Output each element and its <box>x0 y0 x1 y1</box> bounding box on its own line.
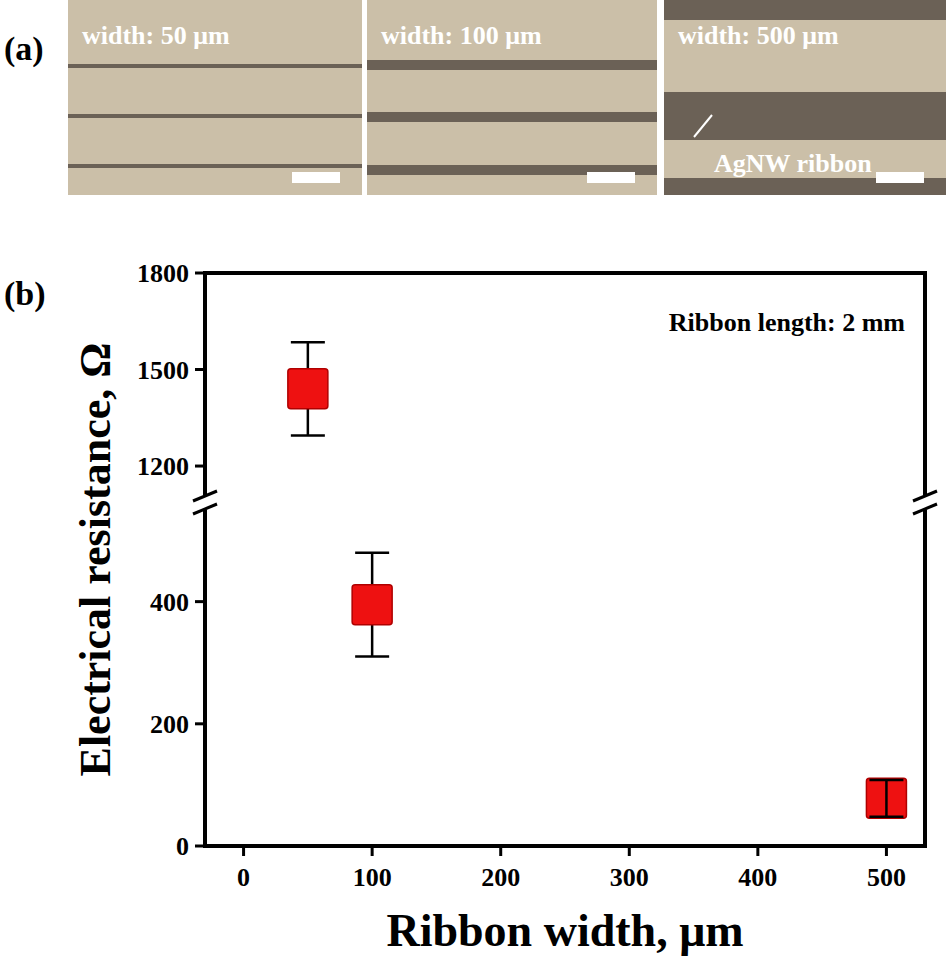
data-point <box>288 369 328 409</box>
error-cap <box>869 815 903 818</box>
axis-break <box>193 491 217 501</box>
axis-break <box>913 491 937 501</box>
scale-bar <box>876 172 924 183</box>
y-tick-label: 400 <box>150 588 189 617</box>
figure: (a) width: 50 μm width: 100 μm width: 500 μ… <box>0 0 946 963</box>
x-tick <box>371 846 374 856</box>
y-tick-label: 0 <box>176 832 189 861</box>
y-tick-label: 1200 <box>137 452 189 481</box>
x-tick <box>885 846 888 856</box>
panel-label: (a) <box>4 30 44 68</box>
ribbon <box>68 114 362 118</box>
x-tick-label: 300 <box>610 863 649 892</box>
x-tick <box>628 846 631 856</box>
annotation-leader <box>694 115 712 137</box>
y-tick <box>195 465 205 468</box>
data-point <box>866 778 906 818</box>
x-tick-label: 500 <box>867 863 906 892</box>
y-tick <box>195 368 205 371</box>
micrograph-bg <box>664 0 946 195</box>
x-axis <box>203 844 927 848</box>
panel-label: (b) <box>4 275 46 313</box>
plot-marks <box>288 342 907 818</box>
x-tick <box>499 846 502 856</box>
x-tick-label: 100 <box>353 863 392 892</box>
axis-break <box>193 504 217 514</box>
x-tick-label: 0 <box>237 863 250 892</box>
ribbon <box>664 0 946 20</box>
ribbon <box>68 64 362 68</box>
y-tick <box>195 272 205 275</box>
scale-bar <box>292 172 340 183</box>
ribbon <box>367 60 657 70</box>
x-tick <box>756 846 759 856</box>
frame-right <box>923 510 927 846</box>
axis-break <box>913 504 937 514</box>
y-axis <box>203 273 207 495</box>
micrograph <box>367 0 657 195</box>
data-point <box>352 585 392 625</box>
error-cap <box>355 552 389 555</box>
x-tick-label: 400 <box>738 863 777 892</box>
x-axis-title: Ribbon width, μm <box>386 905 743 956</box>
ribbon <box>664 92 946 140</box>
y-tick <box>195 600 205 603</box>
ribbon <box>367 112 657 122</box>
micrograph-bg <box>367 0 657 195</box>
x-tick <box>242 846 245 856</box>
y-tick <box>195 845 205 848</box>
error-cap <box>355 655 389 658</box>
image-caption: width: 500 μm <box>678 21 839 50</box>
error-cap <box>291 434 325 437</box>
error-bar <box>869 780 903 817</box>
y-tick-label: 1800 <box>137 259 189 288</box>
error-cap <box>291 341 325 344</box>
y-tick-label: 1500 <box>137 356 189 385</box>
micrograph <box>68 0 362 195</box>
frame-right <box>923 273 927 495</box>
annotation: Ribbon length: 2 mm <box>669 308 906 337</box>
error-cap <box>869 779 903 782</box>
scale-bar <box>587 172 635 183</box>
image-caption: width: 50 μm <box>82 21 230 50</box>
y-tick <box>195 722 205 725</box>
micrograph <box>664 0 946 195</box>
ribbon <box>68 164 362 168</box>
y-axis <box>203 510 207 846</box>
image-annotation: AgNW ribbon <box>714 149 872 178</box>
micrograph-bg <box>68 0 362 195</box>
error-line <box>885 780 888 817</box>
x-tick-label: 200 <box>481 863 520 892</box>
frame-top <box>203 271 927 275</box>
y-tick-label: 200 <box>150 710 189 739</box>
image-caption: width: 100 μm <box>381 21 542 50</box>
y-axis-title: Electrical resistance, Ω <box>71 343 120 777</box>
